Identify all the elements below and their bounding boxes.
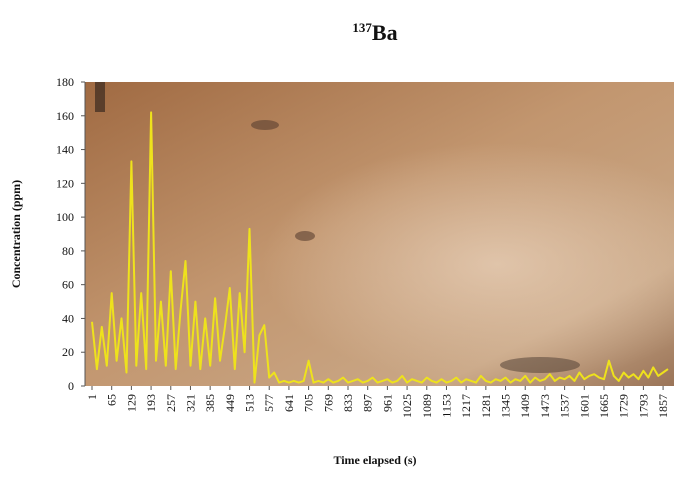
background-photo — [85, 82, 674, 386]
x-tick-label: 897 — [361, 394, 375, 412]
x-tick-label: 193 — [144, 394, 158, 412]
x-tick-label: 385 — [203, 394, 217, 412]
y-tick-label: 180 — [56, 75, 74, 89]
x-tick-label: 705 — [302, 394, 316, 412]
x-axis-title: Time elapsed (s) — [333, 453, 416, 467]
y-tick-label: 20 — [62, 345, 74, 359]
x-tick-label: 1217 — [459, 394, 473, 418]
title-superscript: 137 — [352, 20, 372, 35]
x-tick-label: 1601 — [577, 394, 591, 418]
y-axis-title: Concentration (ppm) — [9, 180, 23, 288]
x-tick-label: 577 — [262, 394, 276, 412]
x-tick-label: 1409 — [518, 394, 532, 418]
chart-title: 137Ba — [352, 20, 397, 45]
x-tick-label: 1473 — [538, 394, 552, 418]
y-tick-label: 80 — [62, 244, 74, 258]
x-tick-label: 129 — [124, 394, 138, 412]
x-tick-label: 833 — [341, 394, 355, 412]
title-text: Ba — [372, 20, 398, 45]
y-tick-label: 0 — [68, 379, 74, 393]
x-tick-label: 449 — [223, 394, 237, 412]
x-tick-label: 1025 — [400, 394, 414, 418]
y-tick-label: 100 — [56, 210, 74, 224]
x-tick-label: 1089 — [420, 394, 434, 418]
x-tick-label: 1857 — [656, 394, 670, 418]
x-tick-label: 257 — [164, 394, 178, 412]
y-tick-label: 140 — [56, 143, 74, 157]
x-tick-label: 513 — [243, 394, 257, 412]
x-tick-label: 1729 — [617, 394, 631, 418]
x-tick-label: 961 — [380, 394, 394, 412]
y-tick-label: 120 — [56, 176, 74, 190]
x-tick-label: 1793 — [636, 394, 650, 418]
x-tick-label: 769 — [321, 394, 335, 412]
x-tick-label: 1345 — [499, 394, 513, 418]
x-tick-label: 1 — [85, 394, 99, 400]
x-tick-label: 1153 — [439, 394, 453, 418]
x-tick-label: 1281 — [479, 394, 493, 418]
y-tick-label: 160 — [56, 109, 74, 123]
x-tick-label: 641 — [282, 394, 296, 412]
data-line — [91, 111, 669, 384]
y-tick-label: 40 — [62, 311, 74, 325]
x-tick-label: 321 — [183, 394, 197, 412]
y-tick-label: 60 — [62, 278, 74, 292]
x-tick-label: 1537 — [558, 394, 572, 418]
x-tick-label: 65 — [105, 394, 119, 406]
x-tick-label: 1665 — [597, 394, 611, 418]
